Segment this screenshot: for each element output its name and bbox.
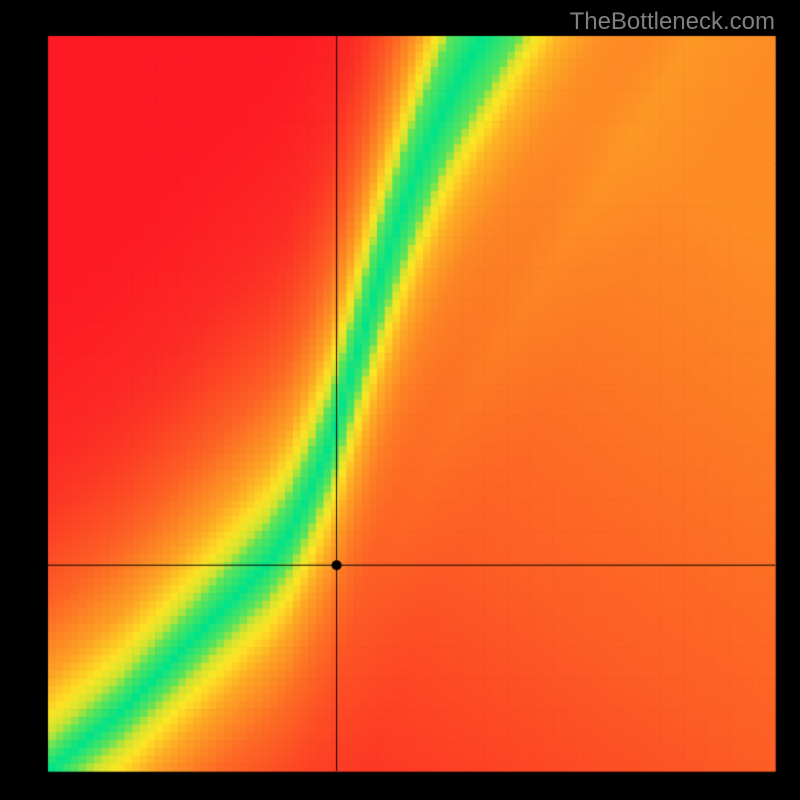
watermark-text: TheBottleneck.com	[570, 8, 775, 36]
heatmap-canvas	[0, 0, 800, 800]
chart-container: TheBottleneck.com	[0, 0, 800, 800]
